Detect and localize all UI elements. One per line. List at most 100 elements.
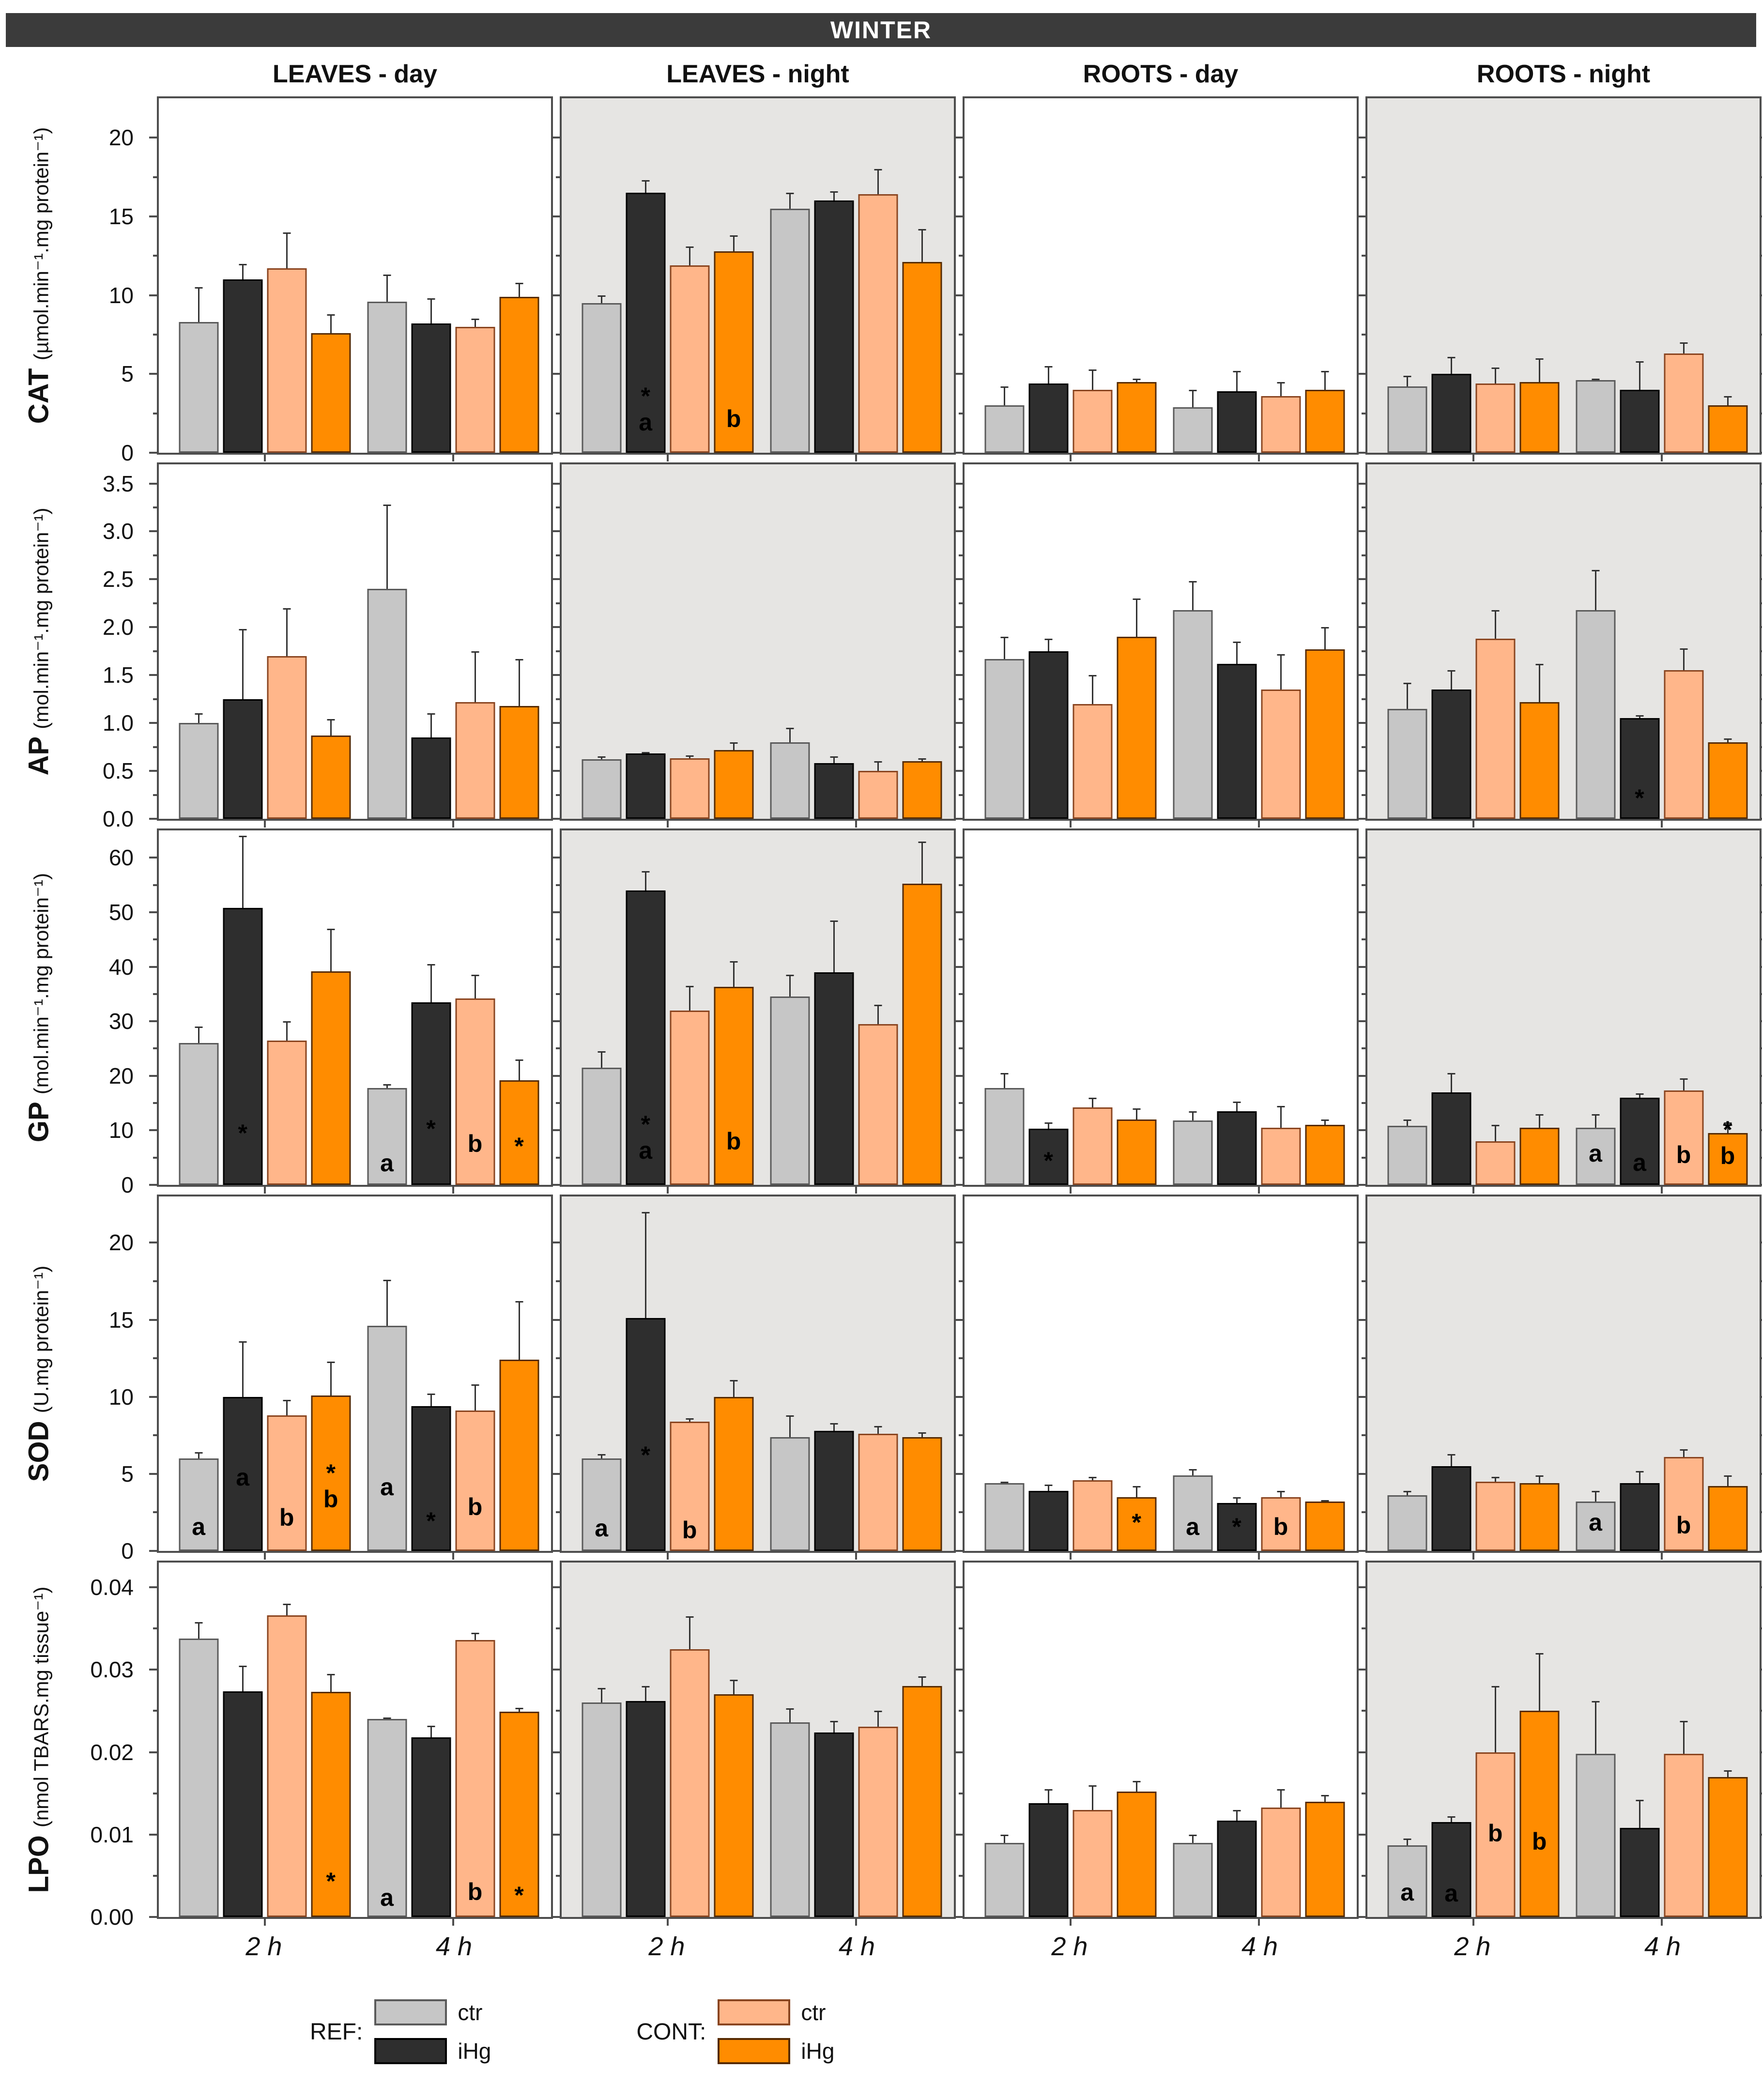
error-bar-cap xyxy=(598,756,606,758)
y-tick xyxy=(556,1627,562,1630)
barwrap-CONT-ctr xyxy=(1261,1105,1301,1185)
error-bar-line xyxy=(1047,1122,1049,1129)
error-bar xyxy=(1664,1078,1703,1091)
error-bar xyxy=(714,1380,753,1397)
barwrap-REF-iHg xyxy=(626,751,666,819)
error-bar-cap xyxy=(383,1084,391,1086)
barwrap-REF-ctr xyxy=(770,193,810,453)
error-bar-line xyxy=(1192,1469,1194,1476)
error-bar-cap xyxy=(1321,1795,1329,1797)
error-bar-line xyxy=(1639,361,1640,390)
bar-CONT-iHg xyxy=(1519,702,1560,819)
error-bar xyxy=(1173,1111,1212,1121)
error-bar xyxy=(1305,1119,1345,1125)
panel-ap-roots-day xyxy=(955,462,1359,828)
y-tick xyxy=(149,452,159,454)
error-bar xyxy=(1620,1093,1659,1098)
barwrap-REF-ctr xyxy=(984,637,1025,819)
error-bar-line xyxy=(789,193,791,209)
y-tick xyxy=(955,1586,965,1589)
error-bar-line xyxy=(1538,358,1540,382)
barwrap-REF-ctr xyxy=(179,287,219,453)
error-bar-cap xyxy=(383,1717,391,1719)
chart-row-lpo: LPO (nmol TBARS.mg tissue⁻¹) 0.00 0.01 0.02… xyxy=(0,1561,1762,1930)
error-bar-cap xyxy=(686,985,694,987)
barwrap-CONT-ctr: b xyxy=(267,1400,307,1551)
error-bar-line xyxy=(877,761,879,771)
error-bar xyxy=(179,1452,218,1459)
bar-REF-ctr xyxy=(1576,1127,1615,1185)
significance-annotation: b xyxy=(467,1493,483,1520)
barwrap-REF-iHg xyxy=(1431,1454,1471,1551)
y-tick-label: 50 xyxy=(108,899,134,925)
bar-REF-ctr xyxy=(367,1088,407,1185)
error-bar-cap xyxy=(1044,639,1053,641)
figure-title-bar: WINTER xyxy=(6,13,1756,47)
bar-REF-ctr xyxy=(984,659,1025,819)
error-bar xyxy=(1073,675,1112,704)
barwrap-CONT-iHg xyxy=(1305,627,1345,819)
y-tick xyxy=(1358,1242,1367,1244)
bar-group-4h: a * b xyxy=(1173,1469,1345,1551)
y-tick-label: 3.5 xyxy=(103,471,134,496)
error-bar xyxy=(1620,715,1659,719)
x-label: 2 h xyxy=(648,1932,685,1961)
y-tick xyxy=(1358,1472,1367,1475)
error-bar-line xyxy=(733,961,735,987)
y-tick xyxy=(149,722,159,724)
barwrap-CONT-ctr xyxy=(267,1604,307,1917)
bar-CONT-iHg xyxy=(499,1712,539,1917)
y-tick xyxy=(149,1916,159,1918)
error-bar xyxy=(367,1717,407,1719)
barwrap-REF-iHg xyxy=(814,920,854,1185)
x-tick xyxy=(1472,1185,1474,1194)
y-tick xyxy=(955,1751,965,1753)
error-bar-cap xyxy=(1447,670,1456,672)
y-tick xyxy=(552,1472,562,1475)
bar-REF-iHg xyxy=(626,1318,666,1551)
y-tick xyxy=(1358,1751,1367,1753)
bar-CONT-iHg xyxy=(1708,1777,1747,1917)
x-tick xyxy=(452,819,454,828)
bar-CONT-iHg xyxy=(1519,1711,1560,1917)
significance-annotation: * xyxy=(1043,1147,1053,1174)
error-bar xyxy=(455,319,495,327)
y-tick xyxy=(1760,1874,1762,1877)
panel-ap-roots-night: * xyxy=(1358,462,1762,828)
y-tick xyxy=(955,1916,965,1918)
y-tick xyxy=(552,1669,562,1671)
error-bar-line xyxy=(430,964,432,1002)
bar-group-2h: a a b b xyxy=(1387,1653,1560,1917)
error-bar-cap xyxy=(1592,1114,1599,1116)
barwrap-REF-ctr xyxy=(1173,389,1212,453)
legend-group-cont: CONT: ctr iHg xyxy=(636,1999,834,2064)
bar-CONT-ctr xyxy=(858,1726,898,1917)
error-bar-cap xyxy=(1592,569,1599,571)
error-bar xyxy=(984,1834,1024,1843)
error-bar xyxy=(858,761,898,771)
y-tick-label: 20 xyxy=(108,125,134,151)
error-bar-cap xyxy=(1447,1454,1456,1456)
y-tick xyxy=(149,1550,159,1552)
bar-CONT-iHg xyxy=(902,262,942,453)
error-bar xyxy=(670,246,709,265)
error-bar-cap xyxy=(1044,1485,1053,1487)
column-header-4: ROOTS - night xyxy=(1476,60,1651,88)
bar-REF-ctr xyxy=(179,1043,219,1185)
error-bar xyxy=(1475,610,1515,639)
significance-annotation: a xyxy=(380,1884,394,1911)
error-bar-line xyxy=(1047,1789,1049,1804)
barwrap-REF-iHg: * xyxy=(223,836,263,1185)
y-tick xyxy=(1760,770,1762,772)
barwrap-CONT-ctr xyxy=(670,1616,710,1917)
error-bar-line xyxy=(1236,1497,1238,1503)
error-bar xyxy=(1708,1475,1747,1487)
bar-CONT-iHg xyxy=(311,971,351,1185)
y-tick xyxy=(1760,1434,1762,1437)
bar-REF-iHg xyxy=(1431,1822,1471,1917)
y-tick xyxy=(955,294,965,296)
bar-CONT-ctr xyxy=(1073,1480,1113,1551)
error-bar xyxy=(1117,598,1156,637)
y-tick xyxy=(1760,255,1762,257)
y-tick xyxy=(959,698,965,700)
